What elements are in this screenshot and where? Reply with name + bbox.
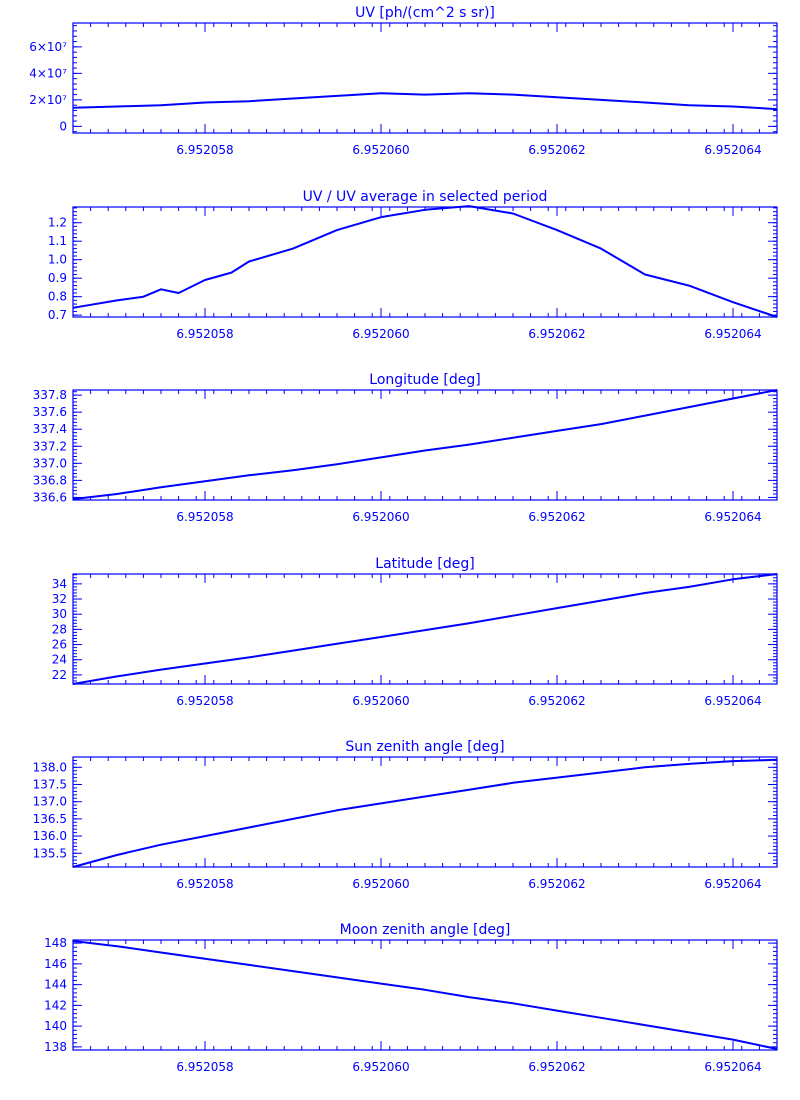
y-tick-label: 1.0 [48,253,67,267]
y-tick-label: 336.8 [33,473,67,487]
y-tick-label: 136.5 [33,812,67,826]
panel-4-title: Latitude [deg] [375,556,474,572]
y-tick-label: 337.0 [33,456,67,470]
x-tick-label: 6.952058 [176,694,233,708]
y-tick-label: 148 [44,936,67,950]
x-tick-label: 6.952064 [704,327,761,341]
y-tick-label: 2×10⁷ [29,93,67,107]
panel-3-title: Longitude [deg] [369,372,480,388]
y-tick-label: 337.4 [33,422,67,436]
x-tick-label: 6.952062 [528,877,585,891]
y-tick-label: 0.8 [48,290,67,304]
panel-2: UV / UV average in selected period 6.9520… [48,189,778,341]
panel-1: UV [ph/(cm^2 s sr)] 6.952058 6.952060 6.952… [29,5,778,157]
series-line [72,389,778,501]
y-tick-label: 0.7 [48,308,67,322]
panel-3: Longitude [deg] 6.952058 6.952060 6.952062 6… [33,372,778,524]
y-tick-label: 137.0 [33,795,67,809]
y-tick-label: 1.2 [48,216,67,230]
series-line [72,758,778,868]
y-tick-label: 28 [52,622,67,636]
series-line [72,205,778,318]
series-line [72,573,778,685]
plot-frame [72,22,778,134]
x-tick-label: 6.952060 [352,877,409,891]
y-tick-label: 0 [59,119,67,133]
x-tick-label: 6.952060 [352,510,409,524]
series-line [72,940,778,1050]
x-tick-label: 6.952060 [352,1060,409,1074]
x-tick-label: 6.952064 [704,694,761,708]
panel-6-title: Moon zenith angle [deg] [340,922,511,938]
panel-1-title: UV [ph/(cm^2 s sr)] [355,5,495,21]
x-tick-label: 6.952058 [176,510,233,524]
plot-frame [72,389,778,501]
y-tick-label: 336.6 [33,490,67,504]
panel-5-title: Sun zenith angle [deg] [345,739,504,755]
y-tick-label: 1.1 [48,234,67,248]
y-tick-label: 22 [52,668,67,682]
x-tick-label: 6.952062 [528,694,585,708]
x-tick-label: 6.952058 [176,1060,233,1074]
y-tick-label: 337.6 [33,405,67,419]
y-tick-label: 142 [44,998,67,1012]
x-tick-label: 6.952060 [352,143,409,157]
y-tick-label: 6×10⁷ [29,40,67,54]
x-tick-label: 6.952064 [704,877,761,891]
x-tick-label: 6.952064 [704,1060,761,1074]
y-tick-label: 146 [44,957,67,971]
y-tick-label: 138 [44,1040,67,1054]
series-line [72,92,778,111]
x-tick-label: 6.952062 [528,1060,585,1074]
y-tick-label: 34 [52,577,67,591]
y-tick-label: 4×10⁷ [29,66,67,80]
panel-2-title: UV / UV average in selected period [303,189,548,205]
x-tick-label: 6.952062 [528,143,585,157]
panel-5: Sun zenith angle [deg] 6.952058 6.952060 6.… [33,739,778,891]
x-tick-label: 6.952062 [528,327,585,341]
y-tick-label: 0.9 [48,271,67,285]
y-tick-label: 137.5 [33,778,67,792]
y-tick-label: 337.8 [33,388,67,402]
panel-4: Latitude [deg] 6.952058 6.952060 6.952062 6.… [52,556,778,708]
x-tick-label: 6.952058 [176,877,233,891]
y-tick-label: 138.0 [33,760,67,774]
x-tick-label: 6.952060 [352,694,409,708]
plot-frame [72,939,778,1051]
y-tick-label: 24 [52,653,67,667]
panel-6: Moon zenith angle [deg] 6.952058 6.952060 6… [44,922,778,1074]
y-tick-label: 144 [44,978,67,992]
x-tick-label: 6.952058 [176,143,233,157]
y-tick-label: 140 [44,1019,67,1033]
y-tick-label: 26 [52,638,67,652]
plot-frame [72,756,778,868]
x-tick-label: 6.952064 [704,143,761,157]
x-tick-label: 6.952058 [176,327,233,341]
x-tick-label: 6.952060 [352,327,409,341]
x-tick-label: 6.952064 [704,510,761,524]
y-tick-label: 135.5 [33,846,67,860]
y-tick-label: 30 [52,607,67,621]
y-tick-label: 136.0 [33,829,67,843]
plot-frame [72,206,778,318]
y-tick-label: 337.2 [33,439,67,453]
x-tick-label: 6.952062 [528,510,585,524]
y-tick-label: 32 [52,592,67,606]
